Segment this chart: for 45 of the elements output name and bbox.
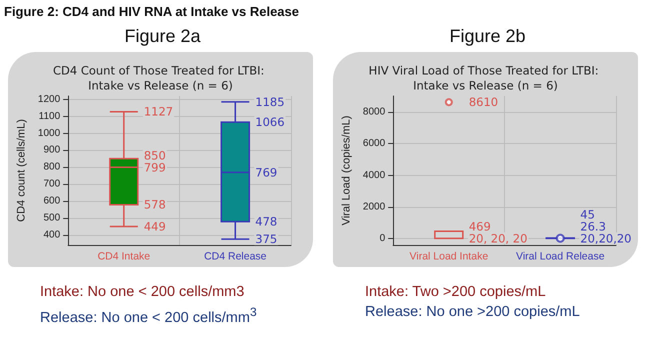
- text: 45: [580, 207, 595, 222]
- text: 375: [255, 232, 278, 246]
- y-tick-label: 8000: [362, 106, 386, 118]
- text: 8610: [468, 95, 498, 110]
- text: 20,20,20: [580, 231, 632, 246]
- text: 478: [255, 214, 278, 229]
- y-tick-label: 0: [380, 233, 386, 244]
- caption: Figure 2: CD4 and HIV RNA at Intake vs Release: [4, 4, 300, 19]
- text: 769: [255, 165, 278, 180]
- y-tick-label: 1200: [38, 94, 61, 105]
- y-tick-label: 500: [43, 212, 61, 224]
- y-tick-label: 700: [43, 178, 61, 190]
- y-tick-label: 600: [43, 195, 61, 206]
- chart-subtitle: Figure 2b: [448, 26, 527, 47]
- text: Release: No one < 200 cells/mm$^{3}$: [40, 304, 257, 328]
- y-tick-label: 2000: [362, 201, 386, 212]
- x-tick-label: Viral Load Intake: [410, 250, 488, 262]
- y-tick-label: 900: [43, 144, 61, 156]
- y-tick-label: 1100: [38, 110, 61, 122]
- y-axis-title: CD4 count (cells/mL): [16, 119, 28, 222]
- chart-title: HIV Viral Load of Those Treated for LTBI: Intake vs Release (n = 6): [368, 64, 602, 92]
- chart-subtitle: Figure 2a: [123, 26, 202, 47]
- y-axis-title: Viral Load (copies/mL): [340, 116, 352, 226]
- text: Intake: Two >200 copies/mL: [365, 283, 547, 302]
- y-tick-label: 1000: [38, 128, 61, 139]
- text: 469: [468, 219, 491, 234]
- text: 26.3: [580, 219, 606, 234]
- text: 20, 20, 20: [468, 231, 528, 246]
- x-tick-label: CD4 Intake: [98, 250, 150, 262]
- text: 850: [144, 148, 166, 162]
- text: 449: [144, 220, 166, 234]
- x-tick-label: CD4 Release: [204, 250, 267, 262]
- text: Intake: No one < 200 cells/mm3: [40, 283, 246, 302]
- text: Release: No one >200 copies/mL: [365, 303, 580, 322]
- y-tick-label: 400: [43, 229, 61, 240]
- y-tick-label: 6000: [362, 138, 386, 150]
- text: 1066: [255, 115, 285, 130]
- y-tick-label: 4000: [362, 170, 386, 181]
- text: 578: [144, 198, 166, 212]
- text: 799: [144, 160, 166, 174]
- text: 1185: [255, 94, 285, 109]
- chart-title: CD4 Count of Those Treated for LTBI: Intake vs Release (n = 6): [52, 64, 268, 92]
- y-tick-label: 800: [43, 162, 61, 173]
- x-tick-label: Viral Load Release: [516, 250, 605, 262]
- text: 1127: [144, 104, 174, 119]
